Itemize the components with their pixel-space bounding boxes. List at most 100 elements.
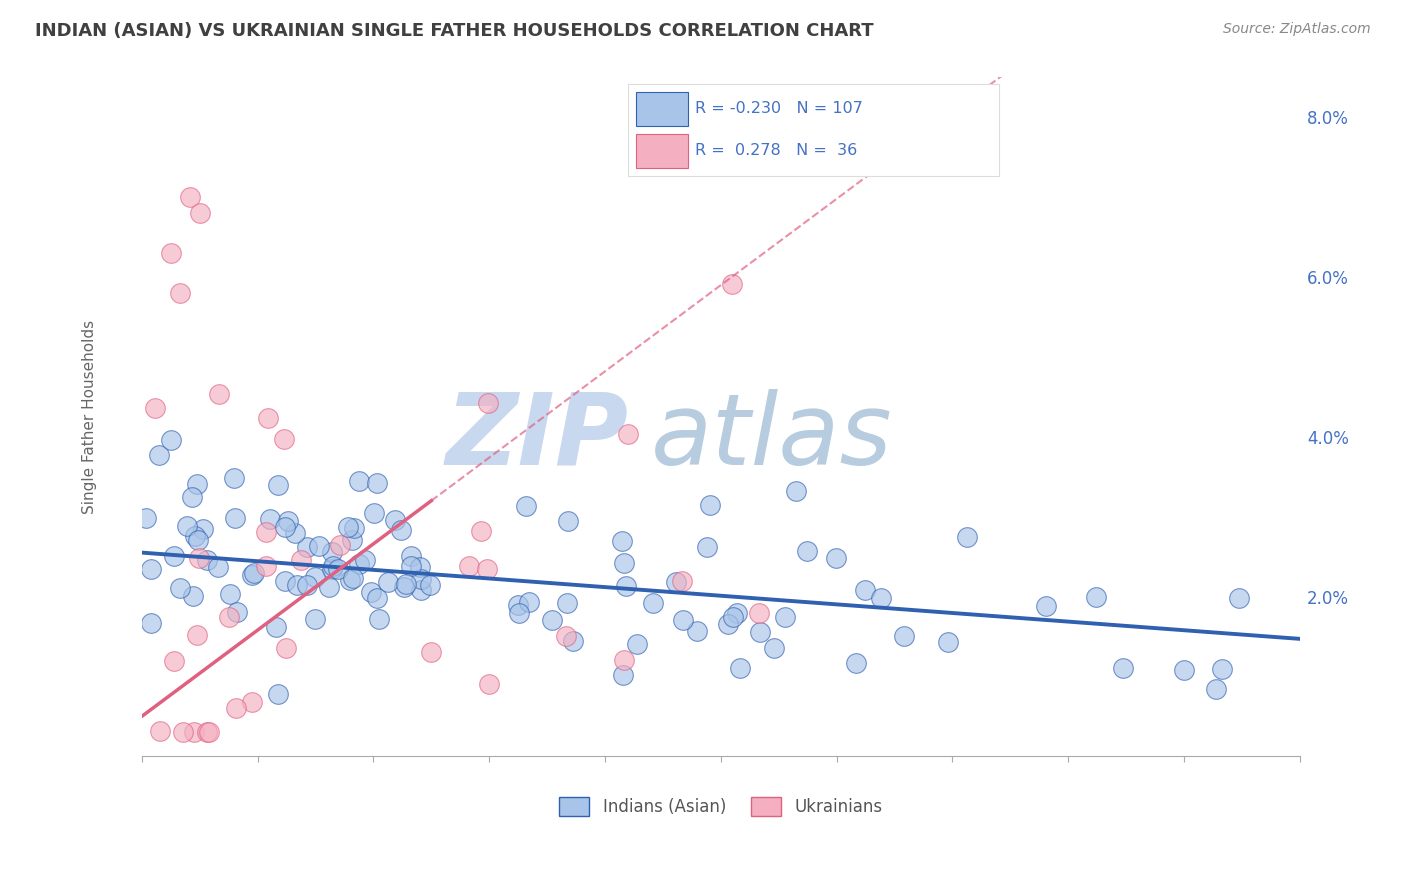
Text: atlas: atlas xyxy=(651,389,893,486)
Point xyxy=(354,553,377,567)
Point xyxy=(159,246,181,260)
Point xyxy=(853,583,876,598)
Point xyxy=(264,620,287,634)
Point xyxy=(188,550,211,565)
Point xyxy=(470,524,492,538)
Point xyxy=(186,476,208,491)
Point xyxy=(395,577,418,591)
Point xyxy=(342,571,364,585)
Point xyxy=(187,533,209,547)
Point xyxy=(392,580,415,594)
Point xyxy=(1227,591,1250,605)
Point xyxy=(304,612,326,626)
Point xyxy=(273,519,295,533)
Point xyxy=(321,562,343,576)
Point xyxy=(141,615,163,630)
Point xyxy=(318,580,340,594)
Point xyxy=(347,557,370,571)
Point xyxy=(336,520,359,534)
Point xyxy=(339,573,361,587)
Point xyxy=(224,471,246,485)
Point xyxy=(366,591,388,606)
Point xyxy=(254,524,277,539)
Point xyxy=(328,562,350,576)
Point xyxy=(955,530,977,544)
Point xyxy=(377,574,399,589)
Point xyxy=(184,529,207,543)
Point xyxy=(893,629,915,643)
Point xyxy=(208,387,231,401)
Point xyxy=(218,587,240,601)
Point xyxy=(641,596,664,610)
Point xyxy=(207,560,229,574)
Point xyxy=(477,396,499,410)
Point xyxy=(259,512,281,526)
Point xyxy=(1112,661,1135,675)
Point xyxy=(419,578,441,592)
Point xyxy=(276,640,298,655)
Legend: Indians (Asian), Ukrainians: Indians (Asian), Ukrainians xyxy=(553,790,889,822)
Point xyxy=(508,598,530,612)
Point xyxy=(322,558,344,573)
Point xyxy=(284,525,307,540)
Point xyxy=(785,483,807,498)
Point xyxy=(626,637,648,651)
Point xyxy=(295,540,318,554)
Point xyxy=(169,581,191,595)
Point xyxy=(225,700,247,714)
Point xyxy=(285,578,308,592)
Point xyxy=(1205,681,1227,696)
Point xyxy=(226,605,249,619)
Point xyxy=(557,514,579,528)
Point xyxy=(329,537,352,551)
Point xyxy=(613,653,636,667)
Point xyxy=(304,570,326,584)
Point xyxy=(160,433,183,447)
Point xyxy=(613,557,636,571)
Point xyxy=(475,562,498,576)
Point xyxy=(149,724,172,739)
Point xyxy=(845,656,868,670)
Point xyxy=(555,630,578,644)
Point xyxy=(555,596,578,610)
Point xyxy=(720,277,742,292)
Point xyxy=(614,579,637,593)
Point xyxy=(360,584,382,599)
Point xyxy=(363,506,385,520)
Point xyxy=(277,514,299,528)
Point xyxy=(825,551,848,566)
Point xyxy=(188,206,211,220)
Point xyxy=(169,286,191,301)
Point xyxy=(409,560,432,574)
Point xyxy=(267,687,290,701)
Point xyxy=(671,613,693,627)
Point xyxy=(749,624,772,639)
Point xyxy=(411,572,433,586)
Point xyxy=(273,432,295,446)
Point xyxy=(274,574,297,588)
Point xyxy=(179,190,201,204)
Point xyxy=(763,640,786,655)
Point xyxy=(191,522,214,536)
Point xyxy=(163,549,186,563)
Point xyxy=(267,478,290,492)
Point xyxy=(186,628,208,642)
Point xyxy=(541,613,564,627)
Point xyxy=(773,610,796,624)
Point xyxy=(347,474,370,488)
Point xyxy=(197,725,219,739)
Point xyxy=(696,540,718,554)
Text: ZIP: ZIP xyxy=(446,389,628,486)
Point xyxy=(612,668,634,682)
Point xyxy=(508,606,530,620)
Point xyxy=(257,410,280,425)
Point xyxy=(725,607,748,621)
Point xyxy=(686,624,709,639)
Point xyxy=(420,645,443,659)
Point xyxy=(240,567,263,582)
Point xyxy=(340,533,363,548)
Point xyxy=(143,401,166,416)
Point xyxy=(721,609,744,624)
Point xyxy=(671,574,693,588)
Point xyxy=(148,448,170,462)
